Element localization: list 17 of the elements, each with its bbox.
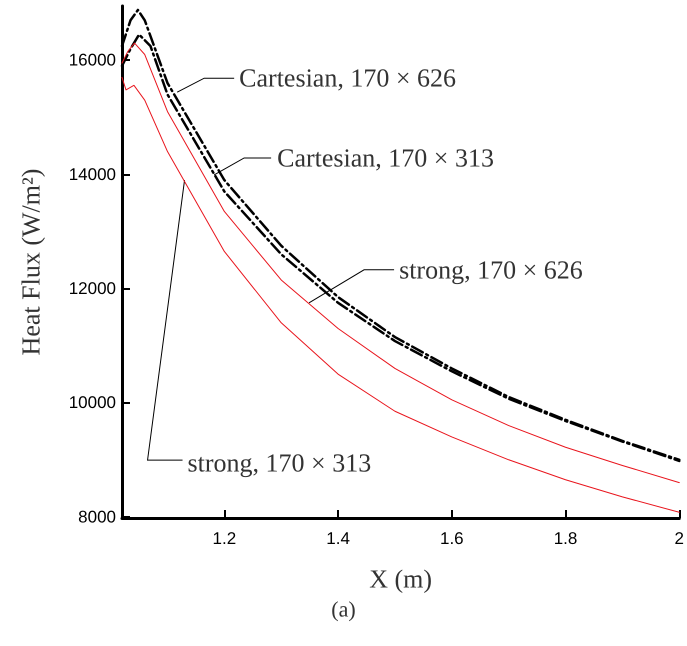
y-tick-label: 16000 xyxy=(68,50,116,70)
y-tick-label: 10000 xyxy=(68,393,116,412)
y-tick-label: 14000 xyxy=(68,164,116,184)
text: (a) xyxy=(331,596,356,622)
annotation: strong, 170 × 626 xyxy=(399,255,583,284)
x-tick-label: 1.4 xyxy=(326,529,350,548)
annotation: Cartesian, 170 × 626 xyxy=(239,64,456,93)
y-tick-label: 12000 xyxy=(68,279,116,298)
x-tick-label: 1.2 xyxy=(212,529,236,548)
x-tick-label: 1.6 xyxy=(440,529,464,548)
annotation: Cartesian, 170 × 313 xyxy=(277,143,494,172)
y-axis-title: Heat Flux (W/m²) xyxy=(16,168,46,356)
x-axis-title: X (m) xyxy=(369,564,432,594)
annotation: strong, 170 × 313 xyxy=(188,448,372,478)
x-tick-label: 1.8 xyxy=(554,529,578,548)
y-tick-label: 8000 xyxy=(78,507,116,526)
x-tick-label: 2 xyxy=(674,529,684,548)
